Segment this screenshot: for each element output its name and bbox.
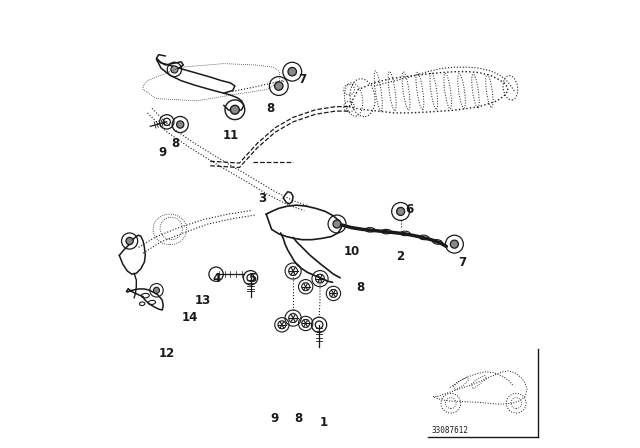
Text: 1: 1 [319,415,328,429]
Text: 5: 5 [248,272,256,285]
Text: 8: 8 [267,102,275,115]
Circle shape [126,237,133,245]
Text: 4: 4 [212,272,220,285]
Circle shape [451,240,458,248]
Circle shape [333,220,341,228]
Circle shape [171,66,178,73]
Text: 8: 8 [172,137,180,150]
Text: 13: 13 [195,293,211,307]
Text: 7: 7 [458,255,467,269]
Text: 33087612: 33087612 [431,426,468,435]
Circle shape [230,105,239,114]
Text: 12: 12 [159,346,175,360]
Circle shape [154,287,159,293]
Text: 8: 8 [294,412,303,426]
Text: 2: 2 [397,250,404,263]
Text: 10: 10 [343,245,360,258]
Circle shape [275,82,283,90]
Text: 6: 6 [406,203,413,216]
Circle shape [177,121,184,128]
Circle shape [397,207,404,215]
Text: 8: 8 [356,281,364,294]
Text: 3: 3 [259,191,267,205]
Text: 14: 14 [182,310,198,324]
Text: 9: 9 [158,146,166,159]
Text: 11: 11 [222,129,239,142]
Circle shape [288,68,296,76]
Text: 7: 7 [298,73,306,86]
Text: 9: 9 [270,412,278,426]
